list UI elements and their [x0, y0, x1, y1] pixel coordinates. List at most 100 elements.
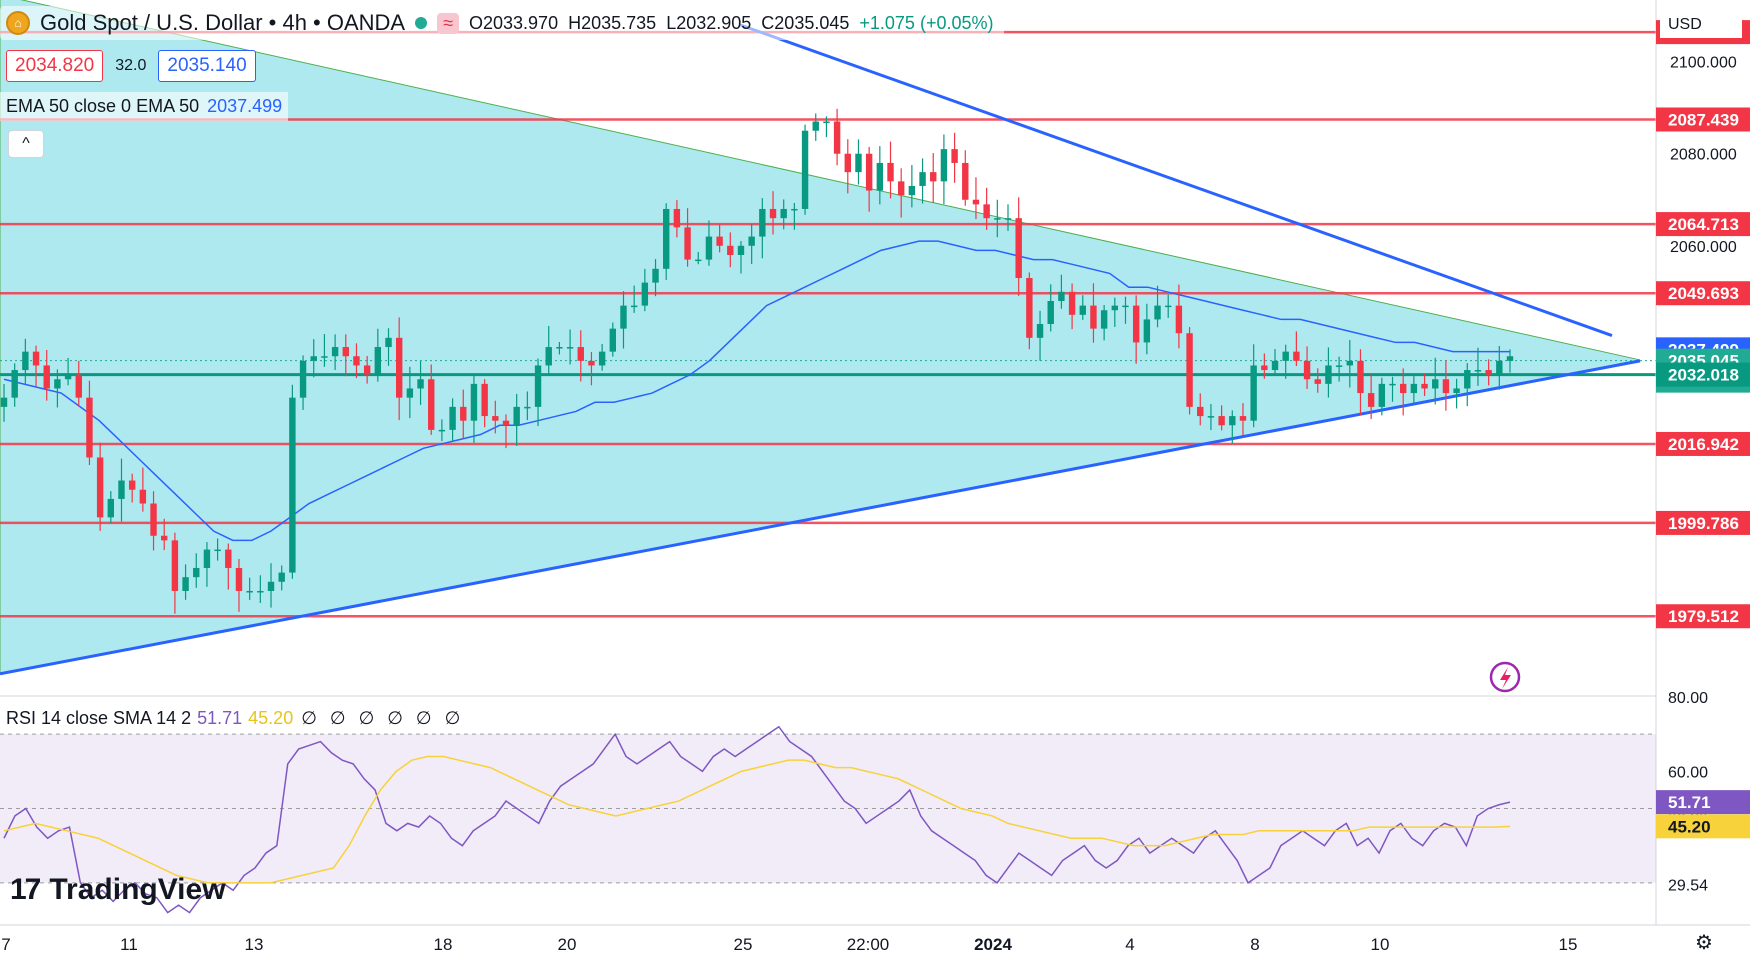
candle[interactable] — [737, 241, 745, 274]
candle[interactable] — [225, 543, 232, 590]
candle[interactable] — [86, 380, 93, 466]
candle[interactable] — [1165, 294, 1172, 318]
candle[interactable] — [908, 165, 916, 208]
candle[interactable] — [791, 202, 798, 230]
candle[interactable] — [962, 150, 969, 206]
candle[interactable] — [1090, 283, 1097, 343]
candle[interactable] — [385, 328, 392, 366]
price-level-badge[interactable]: 2049.693 — [1656, 281, 1750, 306]
candle[interactable] — [727, 232, 734, 268]
candle[interactable] — [716, 224, 723, 253]
price-level-badge[interactable]: 1999.786 — [1656, 510, 1750, 535]
candle[interactable] — [449, 398, 456, 442]
sell-button[interactable]: 2034.820 — [6, 50, 104, 82]
candle[interactable] — [769, 191, 777, 235]
candle[interactable] — [1218, 405, 1225, 431]
candle[interactable] — [470, 374, 478, 443]
rsi-value-badge[interactable]: 51.71 — [1656, 790, 1750, 815]
candle[interactable] — [566, 329, 574, 365]
candle[interactable] — [951, 132, 958, 183]
candle[interactable] — [759, 198, 766, 259]
candle[interactable] — [460, 389, 467, 439]
candle[interactable] — [1047, 284, 1054, 332]
candle[interactable] — [1506, 349, 1514, 373]
candle[interactable] — [972, 177, 980, 220]
rsi-value-badge[interactable]: 45.20 — [1656, 814, 1750, 839]
candle[interactable] — [32, 345, 40, 387]
candle[interactable] — [1335, 356, 1343, 382]
candle[interactable] — [118, 458, 125, 522]
candle[interactable] — [1250, 344, 1257, 428]
price-level-badge[interactable]: 2032.018 — [1656, 362, 1750, 387]
candle[interactable] — [278, 565, 285, 591]
candle[interactable] — [299, 355, 307, 410]
candle[interactable] — [171, 532, 179, 614]
candle[interactable] — [695, 251, 702, 265]
candle[interactable] — [1015, 197, 1022, 296]
candle[interactable] — [481, 379, 488, 428]
candle[interactable] — [1079, 295, 1086, 320]
candle[interactable] — [321, 334, 328, 367]
candle[interactable] — [1453, 378, 1460, 409]
candle[interactable] — [406, 366, 414, 419]
lightning-icon[interactable] — [1489, 661, 1521, 693]
candle[interactable] — [374, 328, 382, 382]
candle[interactable] — [428, 364, 435, 435]
candle[interactable] — [0, 384, 8, 422]
candle[interactable] — [75, 360, 82, 407]
rsi-legend[interactable]: RSI 14 close SMA 14 2 51.71 45.20 ∅ ∅ ∅ ∅ ∅… — [6, 708, 464, 729]
price-level-badge[interactable]: 2064.713 — [1656, 212, 1750, 237]
candle[interactable] — [855, 139, 862, 185]
candle[interactable] — [748, 223, 755, 264]
candle[interactable] — [492, 400, 499, 434]
candle[interactable] — [994, 199, 1001, 238]
candle[interactable] — [1282, 344, 1289, 379]
candle[interactable] — [193, 553, 200, 588]
candle[interactable] — [1122, 296, 1129, 324]
candle[interactable] — [1271, 349, 1279, 376]
candle[interactable] — [54, 369, 61, 408]
candle[interactable] — [620, 291, 627, 349]
symbol-title[interactable]: Gold Spot / U.S. Dollar • 4h • OANDA — [40, 10, 406, 35]
candle[interactable] — [1143, 303, 1151, 355]
price-level-badge[interactable]: 2087.439 — [1656, 107, 1750, 132]
candle[interactable] — [673, 200, 681, 238]
tradingview-logo[interactable]: 17 TradingView — [10, 873, 226, 907]
candle[interactable] — [1325, 347, 1332, 398]
candle[interactable] — [1421, 373, 1428, 396]
candle[interactable] — [128, 473, 136, 503]
candle[interactable] — [1175, 284, 1183, 349]
candle[interactable] — [1389, 376, 1396, 402]
candle[interactable] — [1036, 310, 1044, 361]
candle[interactable] — [534, 358, 542, 427]
candle[interactable] — [556, 341, 563, 355]
candle[interactable] — [1303, 346, 1311, 389]
candle[interactable] — [235, 558, 243, 612]
candle[interactable] — [1367, 373, 1375, 420]
candle[interactable] — [801, 124, 809, 215]
candle[interactable] — [684, 208, 691, 267]
candle[interactable] — [1197, 393, 1204, 426]
candle[interactable] — [22, 338, 29, 384]
candle[interactable] — [513, 393, 520, 446]
candle[interactable] — [1399, 368, 1407, 416]
candle[interactable] — [780, 199, 787, 230]
wavy-icon[interactable]: ≈ — [437, 12, 459, 34]
candle[interactable] — [598, 343, 606, 371]
candle[interactable] — [150, 491, 157, 551]
candle[interactable] — [940, 134, 948, 205]
candle[interactable] — [663, 203, 670, 280]
candle[interactable] — [139, 467, 147, 512]
candle[interactable] — [342, 334, 349, 377]
candle[interactable] — [865, 146, 873, 212]
candle[interactable] — [417, 360, 424, 405]
candle[interactable] — [214, 538, 221, 561]
candle[interactable] — [289, 384, 296, 579]
candle[interactable] — [1432, 357, 1439, 405]
candle[interactable] — [1154, 285, 1161, 328]
candle[interactable] — [1314, 368, 1321, 393]
candle[interactable] — [64, 357, 72, 386]
candle[interactable] — [1474, 347, 1482, 386]
candle[interactable] — [545, 325, 552, 375]
candle[interactable] — [1442, 360, 1450, 411]
